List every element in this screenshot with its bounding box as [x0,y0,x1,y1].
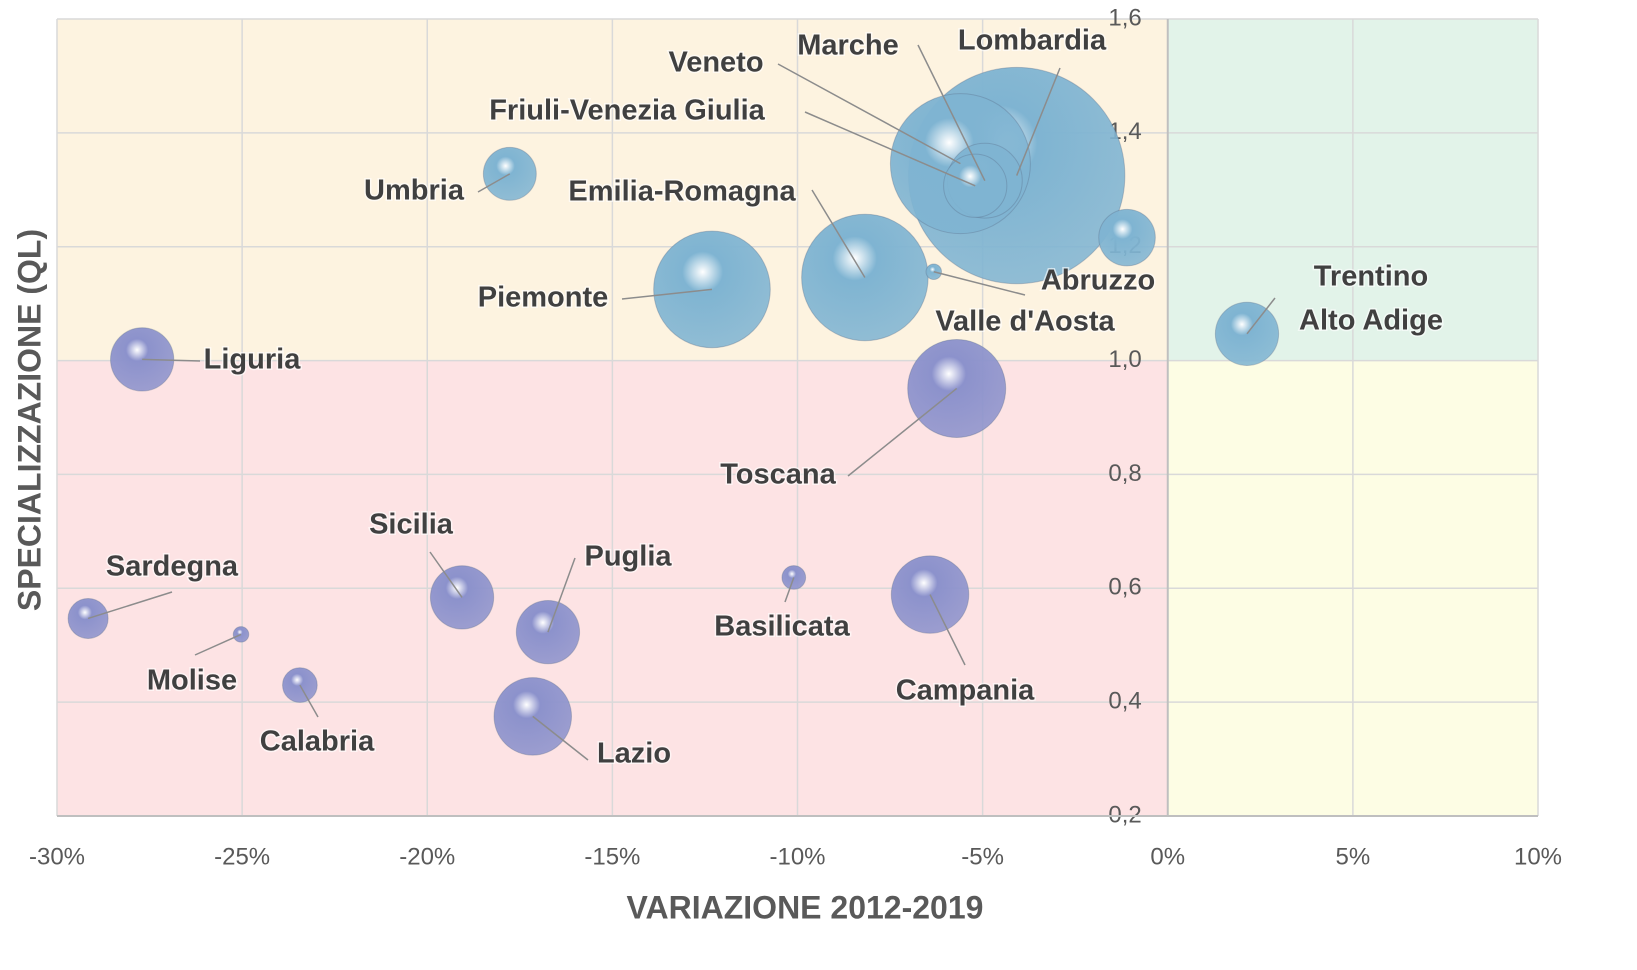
x-tick-label: -15% [584,843,640,870]
y-tick-label: 1,0 [1108,346,1141,373]
x-tick-label: -10% [769,843,825,870]
point-label: Toscana [720,459,836,491]
leader-line [847,387,958,477]
point-label: Campania [896,675,1035,707]
leader-line [1015,67,1061,176]
y-tick-label: 0,8 [1108,460,1141,487]
leader-line [929,594,966,666]
point-label: Alto Adige [1299,305,1443,337]
leader-line [299,684,319,718]
point-label: Marche [797,30,899,62]
bubble [890,555,970,634]
point-label: Lombardia [958,25,1107,57]
point-label: Sardegna [106,551,239,583]
leader-line [194,633,242,656]
x-axis-title: VARIAZIONE 2012-2019 [627,889,984,925]
point-label: Calabria [260,726,375,758]
x-tick-label: 10% [1514,843,1562,870]
bubble [515,599,581,665]
point-label: Umbria [364,175,465,207]
leader-line [933,271,1026,296]
leader-line [1246,297,1276,335]
leader-line [547,557,576,633]
y-tick-label: 0,6 [1108,574,1141,601]
point-label: Molise [147,665,237,697]
bubble [482,146,537,201]
bubble [801,213,929,342]
point-label: Valle d'Aosta [935,306,1115,338]
leader-line [429,551,463,598]
leader-line [621,288,713,300]
point-label: Emilia-Romagna [568,176,796,208]
x-tick-label: 5% [1336,843,1371,870]
x-tick-label: 0% [1150,843,1185,870]
point-label: Puglia [584,541,672,573]
point-label: Veneto [668,47,763,79]
point-label: Abruzzo [1041,265,1155,297]
x-tick-label: -20% [399,843,455,870]
y-tick-label: 0,4 [1108,687,1141,714]
leader-line [777,63,961,165]
point-label: Piemonte [478,282,609,314]
point-label: Liguria [204,344,302,376]
point-label: Friuli-Venezia Giulia [489,95,765,127]
point-label: Basilicata [714,611,850,643]
leader-line [804,111,976,187]
x-tick-label: -5% [961,843,1004,870]
y-tick-label: 0,2 [1108,801,1141,828]
leader-line [784,577,795,603]
leader-line [87,591,173,620]
leader-line [477,173,511,193]
bubble [1098,208,1156,267]
x-tick-label: -25% [214,843,270,870]
leader-line [917,44,986,182]
x-tick-label: -30% [29,843,85,870]
point-label: Trentino [1314,261,1428,293]
leader-line [142,358,201,362]
point-label: Sicilia [369,509,454,541]
y-tick-label: 1,6 [1108,4,1141,31]
leader-line [811,189,866,278]
y-axis-title: SPECIALIZZAZIONE (QL) [11,229,47,611]
leader-line [532,715,589,761]
point-label: Lazio [597,738,671,770]
